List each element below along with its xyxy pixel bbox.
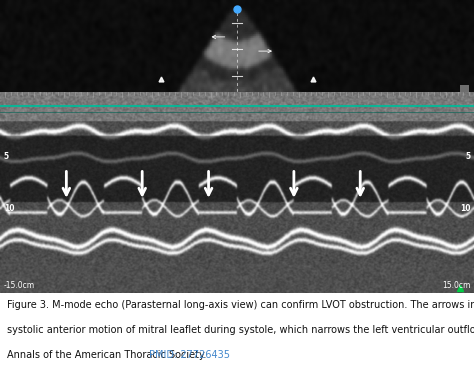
- Text: 5: 5: [465, 152, 470, 161]
- Text: systolic anterior motion of mitral leaflet during systole, which narrows the lef: systolic anterior motion of mitral leafl…: [7, 325, 474, 335]
- Text: PMID: 27726435: PMID: 27726435: [149, 350, 230, 359]
- Text: 1.3  2.6: 1.3 2.6: [34, 156, 61, 162]
- Text: 10: 10: [460, 204, 470, 213]
- Bar: [0, 267, 474, 284]
- Text: Figure 3. M-mode echo (Parasternal long-axis view) can confirm LVOT obstruction.: Figure 3. M-mode echo (Parasternal long-…: [7, 300, 474, 310]
- Text: Annals of the American Thoracic Society.: Annals of the American Thoracic Society.: [7, 350, 207, 359]
- Text: P: P: [30, 132, 36, 141]
- Text: 15.0cm: 15.0cm: [442, 281, 470, 290]
- Text: 10: 10: [4, 204, 14, 213]
- Text: -15.0cm: -15.0cm: [4, 281, 35, 290]
- Text: 5: 5: [4, 152, 9, 161]
- Bar: [460, 85, 469, 199]
- Text: G: G: [52, 123, 57, 127]
- Text: R: R: [73, 132, 79, 141]
